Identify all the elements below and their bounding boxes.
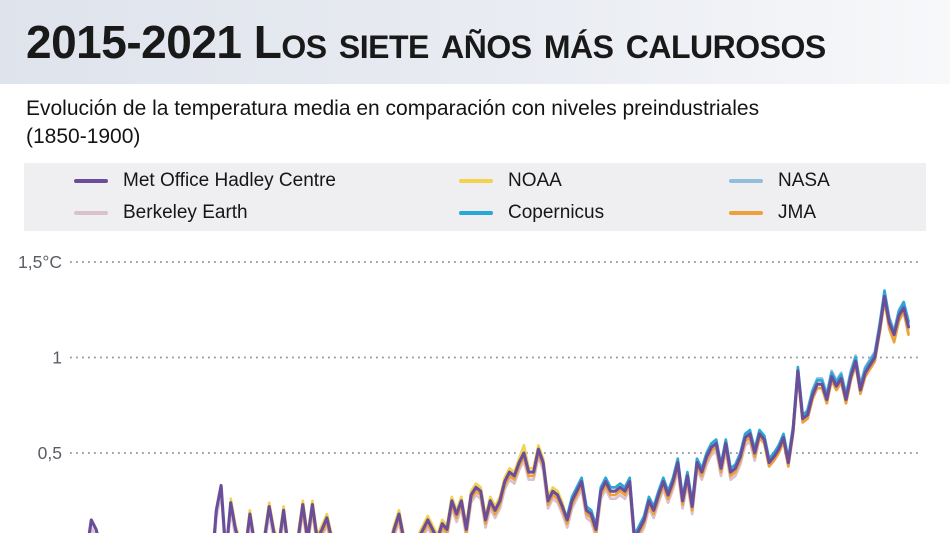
met-office-line-icon [74, 179, 108, 184]
legend-label-jma: JMA [778, 202, 816, 224]
legend-label-berkeley-earth: Berkeley Earth [123, 202, 248, 224]
series-line-berkeley-earth [89, 296, 910, 533]
legend-item-copernicus: Copernicus [459, 202, 729, 224]
legend-item-jma: JMA [729, 202, 926, 224]
nasa-line-icon [729, 179, 763, 184]
legend-label-copernicus: Copernicus [508, 202, 605, 224]
y-tick-label-0-5: 0,5 [38, 443, 62, 463]
series-line-jma [282, 298, 910, 533]
legend-label-met-office: Met Office Hadley Centre [123, 170, 336, 192]
page-title: 2015-2021 Los siete años más calurosos [26, 16, 826, 68]
legend-label-nasa: NASA [778, 170, 830, 192]
legend-label-noaa: NOAA [508, 170, 562, 192]
y-tick-label-1-5-c: 1,5°C [18, 252, 62, 272]
chart-subtitle: Evolución de la temperatura media en com… [26, 97, 760, 148]
legend-item-nasa: NASA [729, 170, 926, 192]
legend: Met Office Hadley Centre Berkeley Earth … [24, 163, 926, 232]
berkeley-earth-line-icon [74, 211, 108, 216]
legend-item-berkeley-earth: Berkeley Earth [74, 202, 459, 224]
header-band: 2015-2021 Los siete años más calurosos [0, 0, 950, 84]
series-line-met-office-hadley-centre [87, 294, 911, 533]
jma-line-icon [729, 211, 763, 216]
legend-item-noaa: NOAA [459, 170, 729, 192]
series-line-nasa [229, 291, 910, 533]
copernicus-line-icon [459, 211, 493, 216]
series-line-noaa [229, 300, 910, 533]
noaa-line-icon [459, 179, 493, 184]
y-tick-label-1: 1 [52, 348, 62, 368]
legend-item-met-office: Met Office Hadley Centre [74, 170, 459, 192]
series-line-copernicus [565, 289, 910, 533]
